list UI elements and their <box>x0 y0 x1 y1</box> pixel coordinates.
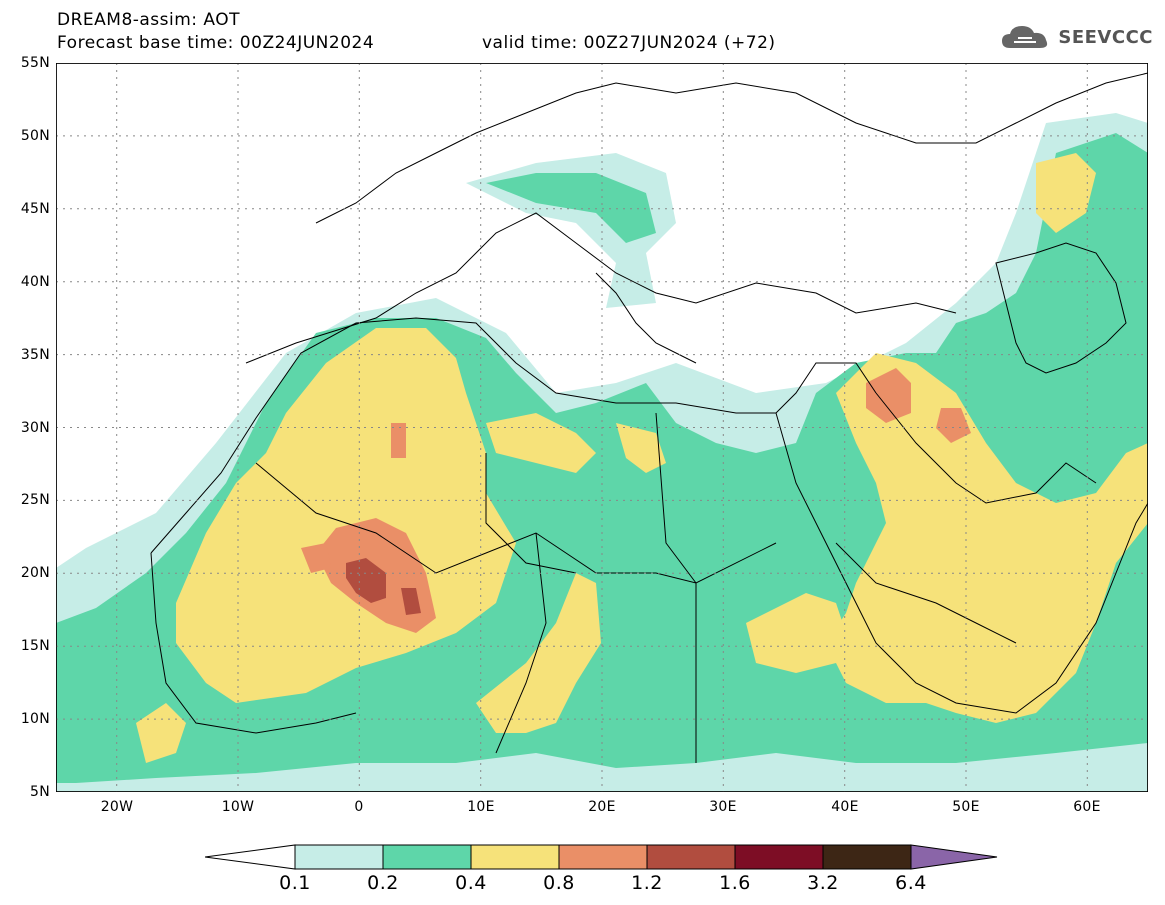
colorbar-label: 6.4 <box>895 872 927 894</box>
lat-label: 35N <box>20 347 50 363</box>
colorbar-swatch <box>382 844 472 870</box>
lat-label: 40N <box>20 274 50 290</box>
colorbar-swatch <box>470 844 560 870</box>
colorbar-swatch <box>646 844 736 870</box>
colorbar-swatch <box>294 844 384 870</box>
cloud-icon <box>1002 26 1048 48</box>
seevccc-logo: SEEVCCC <box>1000 22 1153 52</box>
colorbar-label: 0.1 <box>279 872 311 894</box>
colorbar-label: 0.4 <box>455 872 487 894</box>
aot-map <box>56 63 1148 792</box>
colorbar-swatch <box>734 844 824 870</box>
valid-time: valid time: 00Z27JUN2024 (+72) <box>482 33 776 53</box>
lat-label: 5N <box>30 784 50 800</box>
aot-level-1.2 <box>346 558 421 615</box>
colorbar-swatch <box>822 844 912 870</box>
lat-label: 50N <box>20 128 50 144</box>
forecast-base-time: Forecast base time: 00Z24JUN2024 <box>57 33 375 53</box>
lon-label: 20W <box>100 799 134 815</box>
colorbar-label: 3.2 <box>807 872 839 894</box>
lon-label: 30E <box>709 799 737 815</box>
logo-text: SEEVCCC <box>1058 26 1153 48</box>
colorbar <box>205 844 998 870</box>
lat-label: 45N <box>20 201 50 217</box>
colorbar-label: 1.6 <box>719 872 751 894</box>
colorbar-under-arrow <box>205 844 296 870</box>
lon-label: 10E <box>467 799 495 815</box>
lat-label: 55N <box>20 55 50 71</box>
lon-label: 10W <box>221 799 255 815</box>
lat-label: 10N <box>20 711 50 727</box>
map-title: DREAM8-assim: AOT <box>57 10 241 30</box>
colorbar-label: 1.2 <box>631 872 663 894</box>
colorbar-label: 0.2 <box>367 872 399 894</box>
lon-label: 50E <box>952 799 980 815</box>
lon-label: 0 <box>354 799 364 815</box>
lat-label: 30N <box>20 420 50 436</box>
lon-label: 40E <box>831 799 859 815</box>
lat-label: 25N <box>20 492 50 508</box>
lat-label: 15N <box>20 638 50 654</box>
lat-label: 20N <box>20 565 50 581</box>
colorbar-label: 0.8 <box>543 872 575 894</box>
lon-label: 60E <box>1073 799 1101 815</box>
colorbar-swatch <box>558 844 648 870</box>
colorbar-over-arrow <box>910 844 998 870</box>
lon-label: 20E <box>588 799 616 815</box>
